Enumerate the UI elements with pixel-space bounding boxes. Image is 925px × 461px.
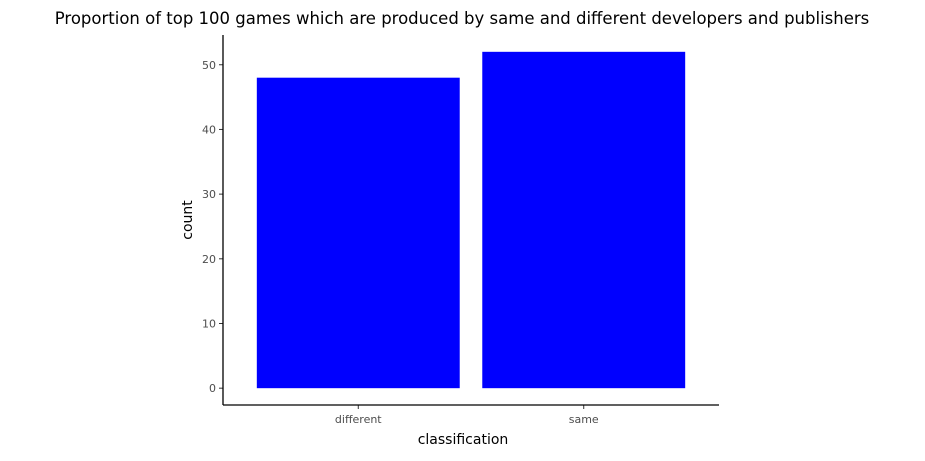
y-axis-title: count [180,200,196,240]
y-tick-label-30: 30 [202,188,216,201]
y-tick-label-10: 10 [202,317,216,330]
y-tick-label-0: 0 [209,382,216,395]
x-tick-label-different: different [335,413,382,426]
bar-same [482,51,686,389]
chart-title: Proportion of top 100 games which are pr… [55,9,870,28]
x-axis-title: classification [418,432,509,448]
y-tick-label-50: 50 [202,59,216,72]
y-tick-label-20: 20 [202,253,216,266]
x-tick-label-same: same [569,413,599,426]
bar-different [256,77,460,389]
y-tick-label-40: 40 [202,123,216,136]
